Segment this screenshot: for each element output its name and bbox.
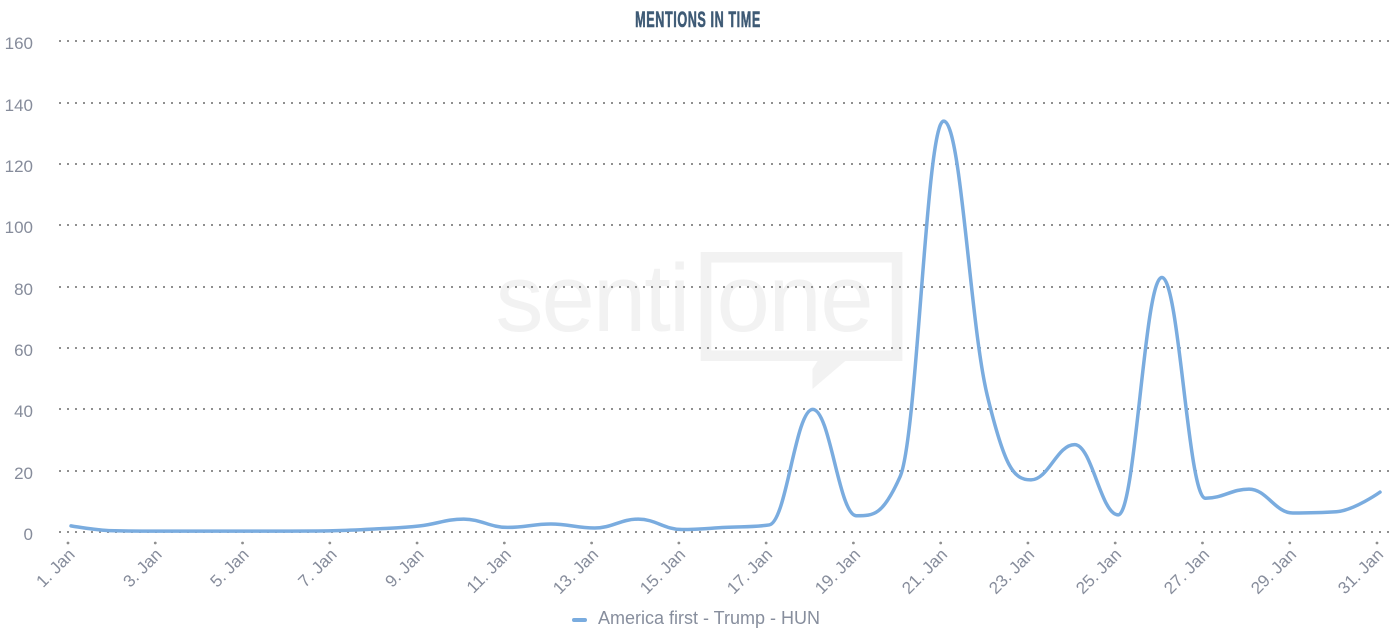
svg-text:senti: senti [496, 245, 689, 352]
svg-text:one: one [717, 245, 873, 352]
